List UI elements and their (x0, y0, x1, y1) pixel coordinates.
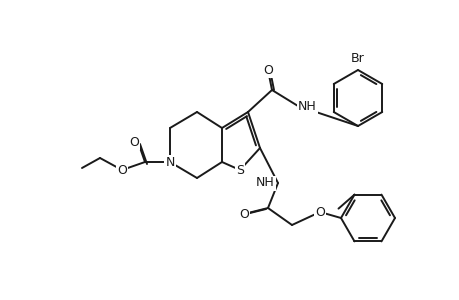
Text: O: O (117, 164, 127, 176)
Text: O: O (239, 208, 248, 220)
Text: N: N (165, 155, 174, 169)
Text: O: O (263, 64, 272, 76)
Text: S: S (235, 164, 243, 176)
Text: NH: NH (297, 100, 316, 112)
Text: Br: Br (350, 52, 364, 65)
Text: O: O (129, 136, 139, 148)
Text: O: O (314, 206, 324, 218)
Text: NH: NH (256, 176, 274, 190)
